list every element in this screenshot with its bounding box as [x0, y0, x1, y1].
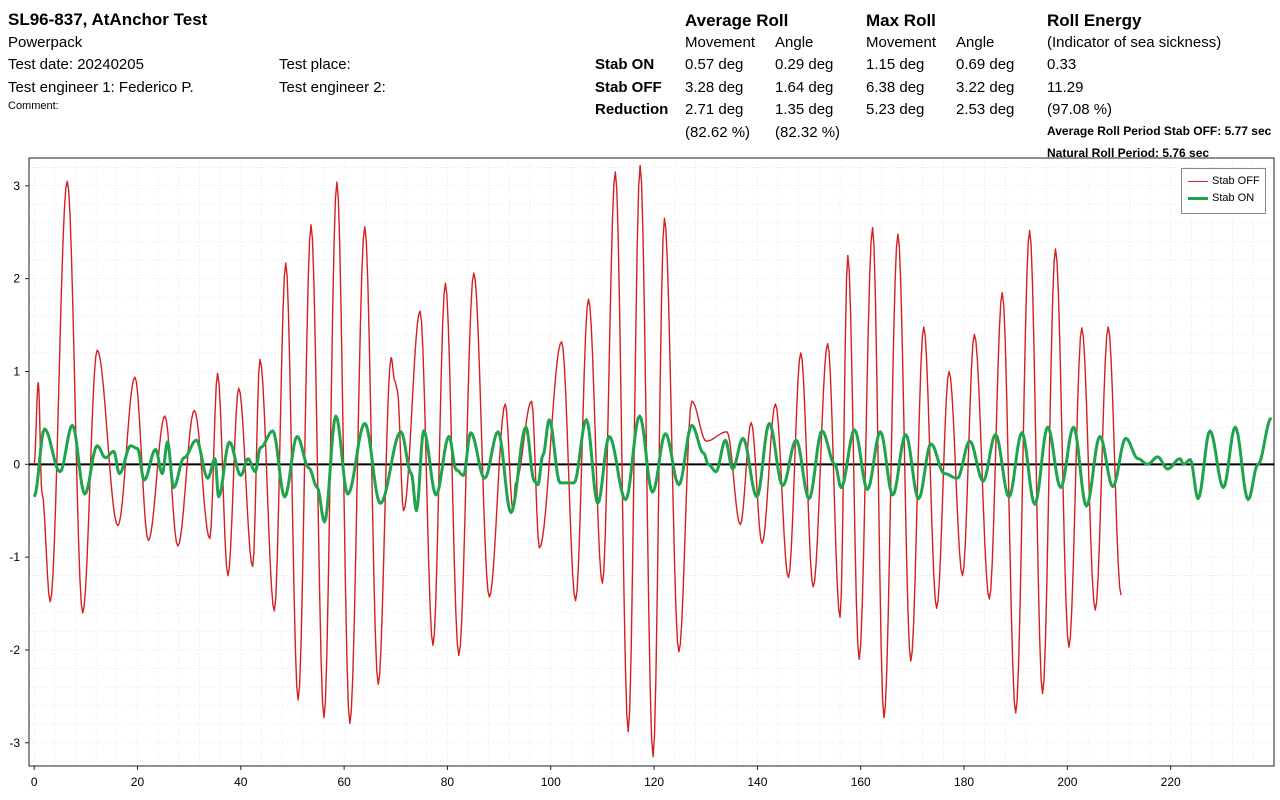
x-tick-label: 0 [31, 775, 38, 789]
report-title: SL96-837, AtAnchor Test [8, 10, 208, 29]
test-engineer-2: Test engineer 2: [279, 79, 386, 96]
reduction-max-move: 5.23 deg [866, 101, 925, 118]
x-tick-label: 40 [234, 775, 248, 789]
row-label-stab-off: Stab OFF [595, 79, 662, 96]
x-tick-label: 160 [851, 775, 871, 789]
y-tick-label: -3 [9, 736, 20, 750]
reduction-max-angle: 2.53 deg [956, 101, 1015, 118]
stab-on-avg-move: 0.57 deg [685, 56, 744, 73]
legend-swatch-stab-off [1188, 180, 1208, 182]
legend-item-stab-on: Stab ON [1188, 192, 1254, 204]
series-line-stab-off [33, 164, 1122, 758]
avg-movement-col: Movement [685, 34, 756, 51]
y-tick-label: 1 [13, 364, 20, 378]
legend-item-stab-off: Stab OFF [1188, 175, 1260, 187]
roll-energy-heading: Roll Energy [1047, 11, 1142, 30]
y-tick-label: 2 [13, 272, 20, 286]
stab-off-max-angle: 3.22 deg [956, 79, 1015, 96]
row-label-stab-on: Stab ON [595, 56, 655, 73]
y-tick-label: 0 [13, 457, 20, 471]
max-angle-col: Angle [956, 34, 995, 51]
stab-off-avg-angle: 1.64 deg [775, 79, 834, 96]
x-tick-label: 60 [337, 775, 351, 789]
stab-on-avg-angle: 0.29 deg [775, 56, 834, 73]
stab-on-max-angle: 0.69 deg [956, 56, 1015, 73]
max-roll-heading: Max Roll [866, 11, 936, 30]
chart-legend: Stab OFF Stab ON [1181, 168, 1266, 214]
reduction-avg-move: 2.71 deg [685, 101, 744, 118]
product-name: Powerpack [8, 34, 83, 51]
chart-ticks: 0 20 40 60 80 100 120 140 160 180 200 220 -3 -2 -1 0 1 2 3 [9, 179, 1181, 789]
natural-roll-period: Natural Roll Period: 5.76 sec [1047, 146, 1210, 160]
avg-roll-period: Average Roll Period Stab OFF: 5.77 sec [1047, 124, 1272, 138]
x-tick-label: 100 [541, 775, 561, 789]
legend-label-stab-on: Stab ON [1212, 192, 1255, 204]
chart-lines [32, 164, 1273, 758]
row-label-reduction: Reduction [595, 101, 669, 118]
max-movement-col: Movement [866, 34, 937, 51]
x-tick-label: 120 [644, 775, 664, 789]
x-tick-label: 20 [131, 775, 145, 789]
reduction-energy: (97.08 %) [1047, 101, 1113, 118]
legend-label-stab-off: Stab OFF [1212, 175, 1260, 187]
stab-off-avg-move: 3.28 deg [685, 79, 744, 96]
plot-frame [28, 157, 1275, 767]
y-tick-label: 3 [13, 179, 20, 193]
series-line-stab-on [32, 414, 1273, 524]
stab-off-energy: 11.29 [1047, 79, 1084, 96]
stab-off-max-move: 6.38 deg [866, 79, 925, 96]
y-tick-label: -2 [9, 643, 20, 657]
stab-on-max-move: 1.15 deg [866, 56, 925, 73]
reduction-avg-angle: 1.35 deg [775, 101, 834, 118]
comment-label: Comment: [8, 100, 59, 112]
x-tick-label: 180 [954, 775, 974, 789]
avg-roll-heading: Average Roll [685, 11, 789, 30]
reduction-pct-move: (82.62 %) [685, 124, 751, 141]
test-engineer-1: Test engineer 1: Federico P. [8, 79, 194, 96]
test-place: Test place: [279, 56, 351, 73]
stab-on-energy: 0.33 [1047, 56, 1077, 73]
x-tick-label: 80 [441, 775, 455, 789]
test-date: Test date: 20240205 [8, 56, 144, 73]
y-tick-label: -1 [9, 550, 20, 564]
x-tick-label: 200 [1057, 775, 1077, 789]
sea-sickness-note: (Indicator of sea sickness) [1047, 34, 1222, 51]
x-tick-label: 140 [747, 775, 767, 789]
avg-angle-col: Angle [775, 34, 814, 51]
reduction-pct-angle: (82.32 %) [775, 124, 841, 141]
legend-swatch-stab-on [1188, 196, 1208, 200]
x-tick-label: 220 [1161, 775, 1181, 789]
